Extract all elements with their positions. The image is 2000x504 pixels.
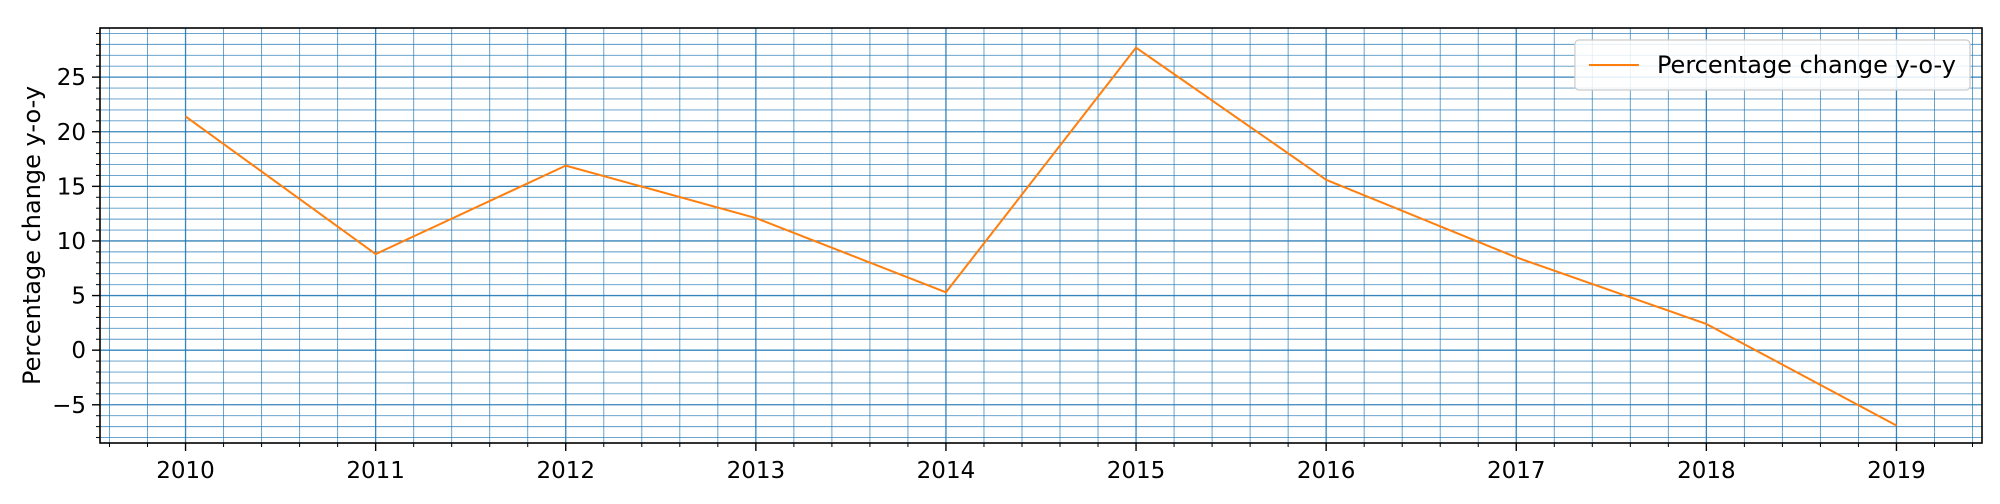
y-tick-label: 20 (57, 120, 86, 146)
y-tick-label: 15 (57, 174, 86, 200)
y-tick-label: 25 (57, 65, 86, 91)
legend-label: Percentage change y-o-y (1657, 51, 1956, 79)
y-tick-label: 10 (57, 229, 86, 255)
y-tick-label: −5 (52, 393, 86, 419)
y-axis-label: Percentage change y-o-y (18, 86, 46, 385)
x-tick-label: 2011 (346, 458, 405, 484)
y-tick-label: 5 (71, 284, 86, 310)
x-tick-label: 2014 (917, 458, 976, 484)
x-tick-label: 2012 (536, 458, 595, 484)
x-tick-label: 2010 (156, 458, 215, 484)
x-tick-label: 2015 (1107, 458, 1166, 484)
series-line (186, 48, 1897, 426)
x-tick-label: 2013 (727, 458, 786, 484)
legend: Percentage change y-o-y (1575, 40, 1970, 90)
x-tick-label: 2017 (1487, 458, 1546, 484)
y-axis: −5 0 5 10 15 20 25 (52, 33, 100, 437)
x-tick-label: 2018 (1677, 458, 1736, 484)
series-layer (186, 48, 1897, 426)
x-axis: 2010 2011 2012 2013 2014 2015 2016 2017 2018 2019 (110, 443, 1973, 484)
y-tick-label: 0 (71, 338, 86, 364)
x-tick-label: 2016 (1297, 458, 1356, 484)
x-tick-label: 2019 (1867, 458, 1926, 484)
